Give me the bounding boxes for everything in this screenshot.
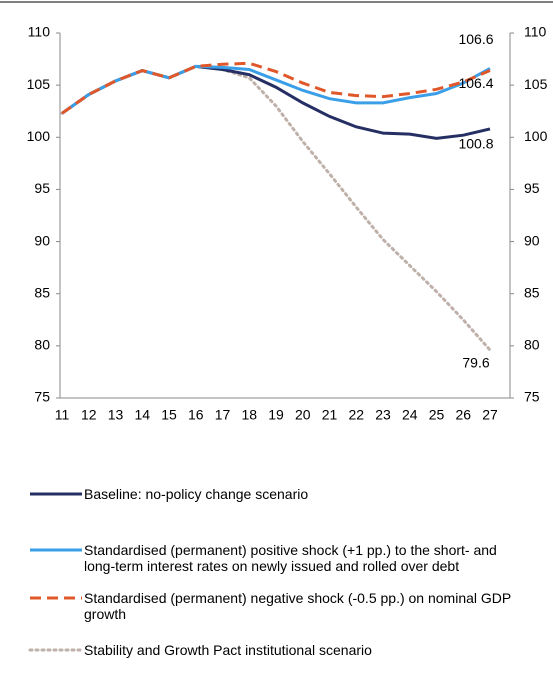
legend-swatch bbox=[28, 648, 84, 652]
x-tick-label: 17 bbox=[215, 407, 231, 423]
y-tick-label: 90 bbox=[34, 232, 50, 248]
y2-tick-label: 95 bbox=[524, 180, 540, 196]
x-tick-label: 12 bbox=[81, 407, 97, 423]
x-tick-label: 27 bbox=[482, 407, 498, 423]
x-tick-label: 13 bbox=[108, 407, 124, 423]
y-tick-label: 80 bbox=[34, 337, 50, 353]
legend-label: Baseline: no-policy change scenario bbox=[84, 486, 309, 502]
y-tick-label: 110 bbox=[28, 24, 51, 40]
x-tick-label: 14 bbox=[134, 407, 150, 423]
x-tick-label: 26 bbox=[455, 407, 471, 423]
y2-tick-label: 105 bbox=[524, 76, 548, 92]
x-tick-label: 15 bbox=[161, 407, 177, 423]
legend-item: Stability and Growth Pact institutional … bbox=[28, 642, 528, 658]
y2-tick-label: 110 bbox=[524, 24, 547, 40]
series-line bbox=[60, 64, 492, 352]
legend-label: Standardised (permanent) negative shock … bbox=[84, 590, 511, 622]
x-tick-label: 11 bbox=[55, 407, 70, 423]
x-tick-label: 25 bbox=[429, 407, 445, 423]
x-tick-label: 22 bbox=[348, 407, 364, 423]
y2-tick-label: 90 bbox=[524, 232, 540, 248]
legend-label: Stability and Growth Pact institutional … bbox=[84, 642, 372, 658]
y2-tick-label: 80 bbox=[524, 337, 540, 353]
value-label: 106.4 bbox=[458, 75, 493, 91]
y2-tick-label: 100 bbox=[524, 128, 548, 144]
x-tick-label: 21 bbox=[322, 407, 338, 423]
legend-swatch bbox=[30, 548, 82, 552]
x-tick-label: 19 bbox=[268, 407, 284, 423]
chart: 75 75 80 80 85 85 90 90 95 95 100 100 105 105 110 110 11… bbox=[0, 1, 553, 423]
y-tick-label: 75 bbox=[34, 389, 50, 405]
value-label: 100.8 bbox=[458, 136, 493, 152]
legend-item: Standardised (permanent) negative shock … bbox=[28, 590, 528, 622]
series-line bbox=[61, 61, 491, 115]
y-tick-label: 95 bbox=[34, 180, 50, 196]
value-label: 106.6 bbox=[458, 31, 493, 47]
series-line bbox=[61, 64, 491, 115]
legend-swatch bbox=[30, 492, 82, 496]
legend-item: Baseline: no-policy change scenario bbox=[28, 486, 528, 502]
y2-tick-label: 85 bbox=[524, 284, 540, 300]
x-tick-label: 23 bbox=[375, 407, 391, 423]
y-tick-label: 100 bbox=[27, 128, 51, 144]
y-tick-label: 105 bbox=[27, 76, 51, 92]
legend-swatch bbox=[30, 596, 82, 600]
legend-item: Standardised (permanent) positive shock … bbox=[28, 542, 528, 574]
x-tick-label: 16 bbox=[188, 407, 204, 423]
x-tick-label: 24 bbox=[402, 407, 418, 423]
legend-label: Standardised (permanent) positive shock … bbox=[84, 542, 497, 574]
value-label: 79.6 bbox=[462, 355, 489, 371]
x-tick-label: 20 bbox=[295, 407, 311, 423]
y-tick-label: 85 bbox=[34, 284, 50, 300]
x-tick-label: 18 bbox=[241, 407, 257, 423]
y2-tick-label: 75 bbox=[524, 389, 540, 405]
